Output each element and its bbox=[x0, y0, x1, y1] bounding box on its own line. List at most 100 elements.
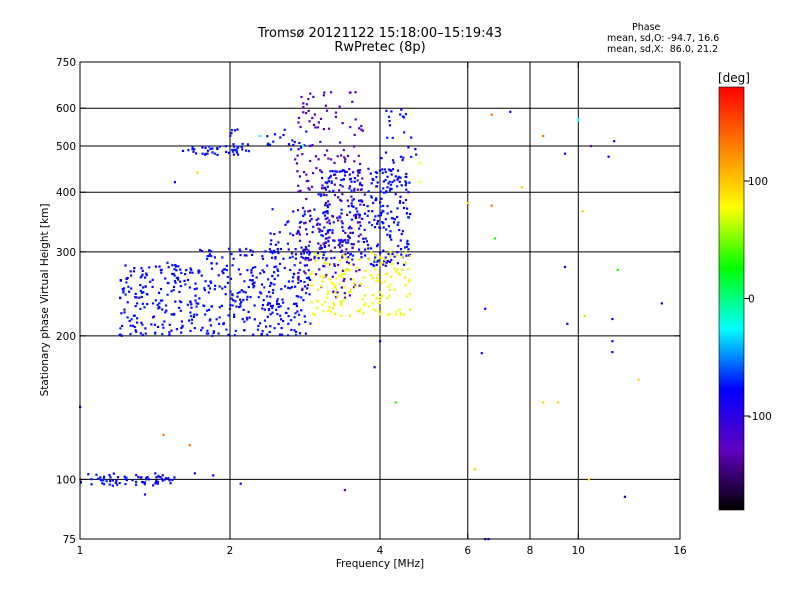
data-point bbox=[253, 304, 256, 307]
data-point bbox=[330, 257, 333, 260]
data-point bbox=[265, 295, 269, 298]
data-point bbox=[328, 306, 331, 309]
data-point bbox=[347, 227, 350, 230]
data-point bbox=[358, 310, 361, 313]
data-point bbox=[121, 287, 124, 291]
data-point bbox=[384, 256, 387, 259]
data-point bbox=[327, 309, 330, 312]
data-point bbox=[135, 330, 138, 333]
data-point bbox=[243, 320, 246, 323]
data-point bbox=[338, 246, 342, 249]
data-point bbox=[351, 246, 354, 250]
data-point bbox=[388, 288, 391, 292]
data-point bbox=[240, 145, 243, 148]
data-point bbox=[323, 251, 326, 254]
data-point bbox=[337, 239, 340, 242]
data-point bbox=[324, 188, 328, 191]
data-point bbox=[131, 479, 134, 482]
data-point bbox=[229, 290, 232, 293]
data-point bbox=[269, 325, 272, 328]
data-point bbox=[352, 205, 355, 208]
y-tick-label: 400 bbox=[56, 187, 76, 199]
data-point bbox=[136, 317, 139, 320]
data-point bbox=[287, 220, 290, 223]
data-point bbox=[130, 318, 133, 321]
data-point bbox=[364, 237, 367, 240]
data-point bbox=[390, 210, 393, 213]
data-point bbox=[145, 476, 148, 480]
data-point bbox=[390, 110, 393, 113]
data-point bbox=[179, 280, 182, 283]
data-point bbox=[146, 476, 149, 479]
data-point bbox=[170, 329, 173, 332]
data-point bbox=[399, 313, 403, 316]
data-point bbox=[143, 481, 146, 484]
data-point bbox=[252, 286, 255, 289]
data-point bbox=[297, 278, 300, 281]
data-point bbox=[340, 199, 343, 203]
data-point bbox=[351, 258, 354, 261]
data-point bbox=[170, 313, 173, 316]
data-point bbox=[139, 307, 142, 310]
data-point bbox=[360, 128, 363, 131]
data-point bbox=[245, 254, 248, 257]
data-point bbox=[375, 276, 378, 279]
data-point bbox=[402, 156, 405, 159]
data-point bbox=[326, 206, 330, 209]
data-point bbox=[269, 305, 273, 308]
data-point bbox=[278, 231, 281, 234]
data-point bbox=[165, 477, 168, 480]
data-point bbox=[384, 218, 387, 221]
data-point bbox=[358, 127, 361, 130]
data-point bbox=[321, 187, 324, 190]
data-point bbox=[295, 232, 298, 235]
data-point bbox=[212, 330, 216, 333]
data-point bbox=[303, 222, 306, 225]
data-point bbox=[192, 315, 196, 318]
data-point bbox=[303, 144, 306, 147]
data-point bbox=[376, 220, 380, 223]
data-point bbox=[172, 288, 175, 292]
data-point bbox=[333, 161, 336, 164]
data-point bbox=[232, 299, 235, 302]
data-point bbox=[278, 262, 282, 265]
data-point bbox=[145, 272, 148, 275]
data-point bbox=[360, 199, 363, 202]
data-point bbox=[342, 254, 345, 257]
data-point bbox=[333, 193, 337, 197]
data-point bbox=[338, 242, 341, 245]
data-point bbox=[201, 146, 204, 149]
data-point bbox=[303, 315, 306, 318]
data-point bbox=[396, 169, 400, 172]
data-point bbox=[319, 193, 322, 196]
data-point bbox=[329, 310, 332, 313]
data-point bbox=[224, 285, 227, 288]
data-point bbox=[297, 121, 300, 124]
data-point bbox=[340, 154, 343, 157]
data-point bbox=[329, 170, 332, 173]
data-point bbox=[311, 231, 314, 234]
data-point bbox=[353, 189, 356, 192]
data-point bbox=[362, 240, 365, 244]
data-point bbox=[399, 113, 402, 116]
data-point bbox=[358, 248, 361, 251]
data-point bbox=[324, 258, 327, 261]
data-point bbox=[297, 313, 301, 316]
data-point bbox=[285, 311, 288, 315]
data-point bbox=[154, 299, 157, 302]
data-point bbox=[611, 317, 614, 321]
data-point bbox=[301, 145, 304, 148]
data-point bbox=[284, 285, 287, 288]
data-point bbox=[237, 268, 240, 271]
data-point bbox=[379, 205, 382, 208]
data-point bbox=[222, 323, 225, 326]
data-point bbox=[184, 283, 187, 286]
data-point bbox=[407, 243, 410, 246]
data-point bbox=[369, 263, 373, 266]
data-point bbox=[273, 283, 276, 286]
x-tick-label: 4 bbox=[377, 545, 384, 557]
data-point bbox=[264, 250, 267, 253]
data-point bbox=[349, 288, 352, 291]
data-point bbox=[175, 269, 178, 272]
data-point bbox=[374, 309, 377, 312]
